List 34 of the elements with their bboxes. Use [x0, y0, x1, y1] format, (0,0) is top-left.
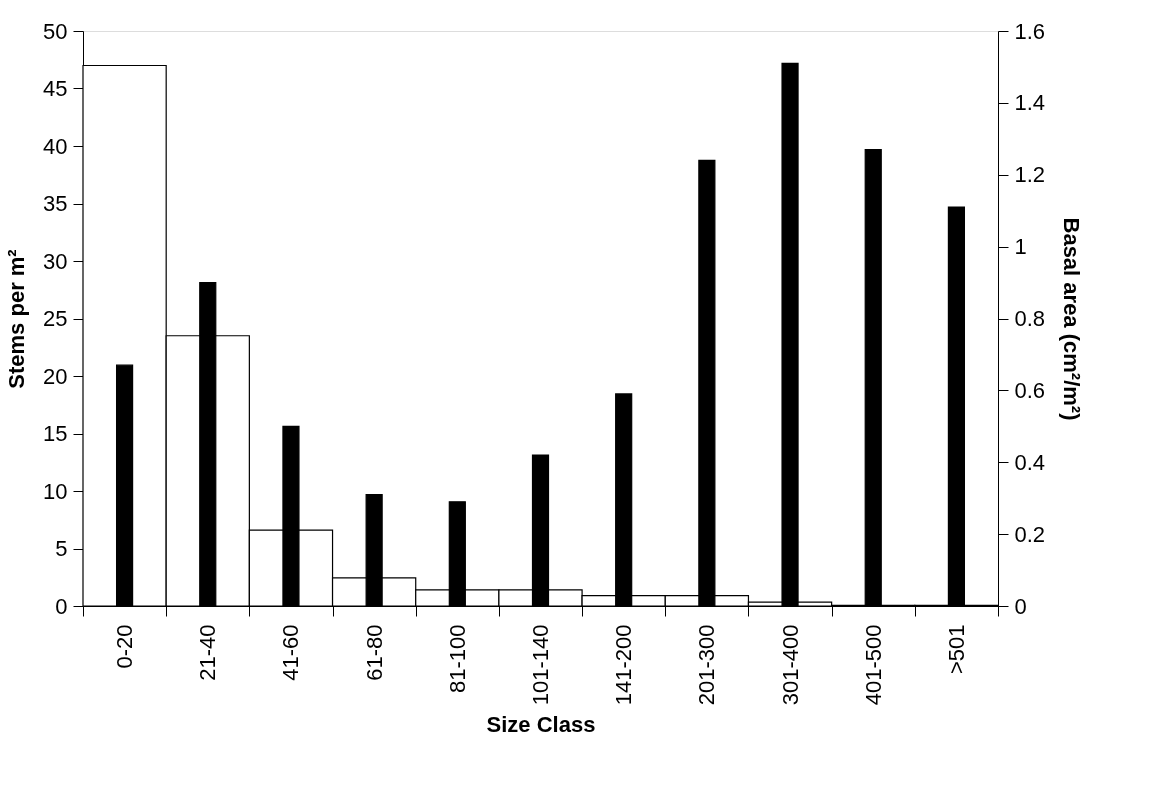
y-tick-label: 5: [55, 536, 68, 561]
y-tick-label: 15: [43, 421, 68, 446]
y2-tick-label: 0: [1014, 593, 1027, 619]
y-tick-label: 50: [43, 18, 68, 44]
y-tick-label: 20: [43, 363, 68, 389]
x-tick-label: 401-500: [860, 624, 886, 706]
y-tick-label: 45: [43, 76, 68, 101]
y-tick-label: 35: [43, 191, 68, 216]
y2-tick-label: 1.2: [1014, 162, 1046, 188]
x-tick-label: 201-300: [694, 624, 720, 706]
y2-tick-label: 0.4: [1014, 449, 1046, 475]
x-tick-label: 0-20: [112, 624, 138, 669]
x-tick-label: 141-200: [611, 624, 637, 706]
y-tick-label: 40: [43, 133, 68, 159]
x-tick-label: 301-400: [777, 624, 803, 706]
x-tick-label: 61-80: [361, 624, 387, 681]
x-tick-label: 21-40: [195, 624, 221, 681]
x-tick-label: 41-60: [278, 624, 304, 681]
y-tick-label: 25: [43, 306, 68, 331]
y2-tick-label: 1.4: [1014, 90, 1046, 116]
y2-tick-label: 0.8: [1014, 306, 1046, 331]
y2-tick-label: 0.6: [1014, 377, 1046, 403]
x-tick-label: 81-100: [444, 624, 470, 694]
x-tick-label: 101-140: [528, 624, 553, 706]
x-axis-title: Size Class: [486, 712, 596, 738]
y2-tick-label: 0.2: [1014, 521, 1046, 547]
y-tick-label: 30: [43, 248, 68, 274]
y-tick-label: 0: [55, 593, 68, 619]
y-axis-title: Stems per m²: [4, 249, 30, 389]
y-tick-label: 10: [43, 478, 68, 504]
y2-tick-label: 1: [1014, 234, 1027, 260]
x-tick-label: >501: [943, 624, 969, 675]
y2-axis-title: Basal area (cm²/m²): [1059, 217, 1085, 421]
y2-tick-label: 1.6: [1014, 18, 1046, 44]
